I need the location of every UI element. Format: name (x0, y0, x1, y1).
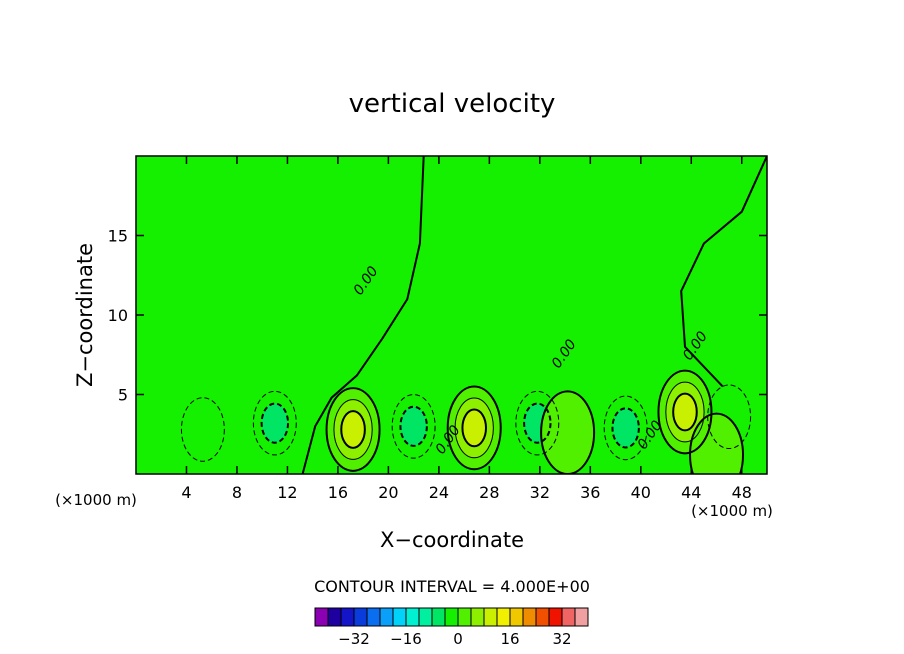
colorbar-swatch-12 (470, 607, 485, 627)
colorbar-label--16: −16 (390, 630, 422, 648)
colorbar-swatch-11 (457, 607, 472, 627)
x-tick-label-48: 48 (732, 483, 752, 502)
x-tick-label-32: 32 (530, 483, 550, 502)
zero-contour-line-1 (680, 156, 767, 388)
contour-line-positive-9-1 (540, 390, 596, 474)
colorbar-swatch-0 (314, 607, 329, 627)
colorbar-swatch-10 (444, 607, 459, 627)
colorbar-swatch-8 (418, 607, 433, 627)
colorbar-label-0: 0 (453, 630, 463, 648)
contour-line-negative-4-2 (260, 402, 290, 444)
contour-region-negative-7-2 (612, 408, 639, 448)
colorbar: −32 −16 0 16 32 (314, 607, 589, 648)
zero-contour-line-0 (301, 156, 425, 474)
colorbar-swatch-15 (509, 607, 524, 627)
contour-line-negative-5-2 (399, 405, 428, 447)
colorbar-swatch-20 (574, 607, 589, 627)
contour-region-positive-10-1 (690, 413, 744, 474)
x-tick-label-24: 24 (429, 483, 449, 502)
x-tick-label-44: 44 (681, 483, 701, 502)
contour-line-positive-10-1 (689, 412, 745, 474)
colorbar-swatch-9 (431, 607, 446, 627)
x-axis-unit-right: (×1000 m) (691, 502, 773, 520)
contour-line-negative-4-1 (252, 390, 297, 456)
colorbar-swatch-13 (483, 607, 498, 627)
colorbar-label-32: 32 (552, 630, 571, 648)
x-axis-title: X−coordinate (380, 528, 524, 552)
colorbar-swatch-2 (340, 607, 355, 627)
x-tick-label-12: 12 (277, 483, 297, 502)
contour-region-negative-5-2 (400, 406, 427, 446)
contour-region-positive-2-3 (673, 393, 697, 431)
x-tick-label-4: 4 (181, 483, 191, 502)
colorbar-swatch-4 (366, 607, 381, 627)
y-tick-label-15: 15 (108, 227, 128, 246)
contour-region-positive-9-1 (541, 391, 595, 474)
contour-line-negative-5-1 (391, 394, 436, 459)
contour-line-negative-7-2 (611, 407, 640, 449)
colorbar-swatch-18 (548, 607, 563, 627)
colorbar-swatch-1 (327, 607, 342, 627)
contour-region-negative-3-1 (181, 397, 225, 462)
y-tick-label-10: 10 (108, 306, 128, 325)
contour-line-positive-1-3 (461, 408, 487, 448)
contour-line-positive-1-1 (446, 385, 502, 471)
contour-region-positive-0-3 (341, 411, 365, 448)
contour-line-positive-0-3 (340, 410, 366, 449)
colorbar-label-16: 16 (500, 630, 519, 648)
contour-line-positive-0-1 (325, 387, 381, 472)
colorbar-label--32: −32 (338, 630, 370, 648)
contour-line-positive-2-3 (672, 392, 698, 432)
x-tick-label-20: 20 (378, 483, 398, 502)
contour-line-negative-7-1 (603, 395, 648, 461)
colorbar-swatch-5 (379, 607, 394, 627)
contour-line-negative-6-2 (523, 402, 552, 444)
x-tick-label-28: 28 (479, 483, 499, 502)
contour-line-positive-1-2 (454, 397, 494, 459)
contour-line-negative-3-1 (180, 397, 225, 462)
contour-lines (180, 156, 767, 474)
contour-line-positive-2-1 (657, 369, 713, 455)
colorbar-swatch-6 (392, 607, 407, 627)
x-tick-label-16: 16 (328, 483, 348, 502)
contour-line-negative-6-1 (515, 390, 560, 456)
colorbar-swatch-3 (353, 607, 368, 627)
y-axis-title: Z−coordinate (73, 243, 97, 387)
colorbar-swatch-17 (535, 607, 550, 627)
y-tick-label-5: 5 (118, 386, 128, 405)
chart-title: vertical velocity (349, 89, 556, 119)
x-tick-label-36: 36 (580, 483, 600, 502)
contour-interval-text: CONTOUR INTERVAL = 4.000E+00 (314, 577, 590, 596)
contour-line-positive-2-2 (665, 381, 705, 443)
contour-line-positive-0-2 (333, 399, 373, 460)
contour-region-positive-1-3 (462, 409, 486, 447)
colorbar-swatch-14 (496, 607, 511, 627)
colorbar-swatch-7 (405, 607, 420, 627)
colorbar-swatch-19 (561, 607, 576, 627)
x-tick-label-40: 40 (631, 483, 651, 502)
colorbar-swatch-16 (522, 607, 537, 627)
x-tick-label-8: 8 (232, 483, 242, 502)
x-axis-unit-left: (×1000 m) (55, 491, 137, 509)
contour-region-negative-4-2 (261, 403, 289, 443)
plot-area: 0.000.00 0.000.00 0.00 (136, 156, 767, 474)
